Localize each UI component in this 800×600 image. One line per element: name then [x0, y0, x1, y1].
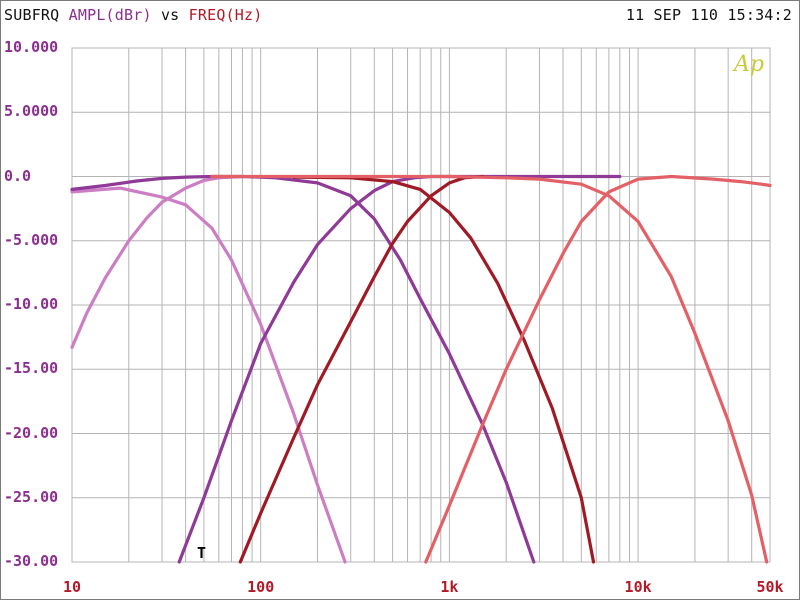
y-tick-label: 0.0: [4, 166, 32, 185]
plot-border: [71, 47, 771, 563]
measurement-name: SUBFRQ: [4, 6, 60, 24]
y-tick-label: -10.00: [4, 295, 59, 313]
x-quantity-label: FREQ(Hz): [188, 6, 263, 24]
y-quantity-label: AMPL(dBr): [68, 6, 152, 24]
y-tick-label: -20.00: [4, 423, 59, 442]
x-tick-label: 1k: [440, 578, 459, 596]
timestamp: 11 SEP 110 15:34:2: [625, 6, 792, 24]
y-tick-label: 10.000: [4, 38, 59, 56]
y-tick-label: 5.0000: [4, 102, 59, 121]
x-tick-label: 50k: [756, 578, 784, 596]
ap-logo: Ap: [734, 52, 764, 77]
x-tick-label: 10: [62, 578, 82, 596]
series-line-8: [424, 174, 772, 564]
series-line-5: [238, 174, 485, 564]
versus-label: vs: [160, 6, 180, 24]
chart-header: SUBFRQ AMPL(dBr) vs FREQ(Hz): [4, 6, 263, 24]
x-tick-label: 100: [247, 578, 275, 596]
series-line-6: [292, 175, 596, 564]
series-line-1: [70, 186, 347, 564]
series-line-7: [210, 174, 769, 564]
series-line-2: [70, 174, 244, 349]
y-tick-label: -15.00: [4, 359, 59, 378]
trigger-marker: T: [197, 544, 207, 562]
series-line-4: [177, 174, 622, 564]
y-tick-label: -25.00: [4, 487, 59, 506]
series-line-3: [70, 174, 536, 564]
y-tick-label: -30.00: [4, 552, 59, 570]
y-tick-label: -5.000: [4, 230, 59, 249]
x-tick-label: 10k: [624, 578, 652, 596]
